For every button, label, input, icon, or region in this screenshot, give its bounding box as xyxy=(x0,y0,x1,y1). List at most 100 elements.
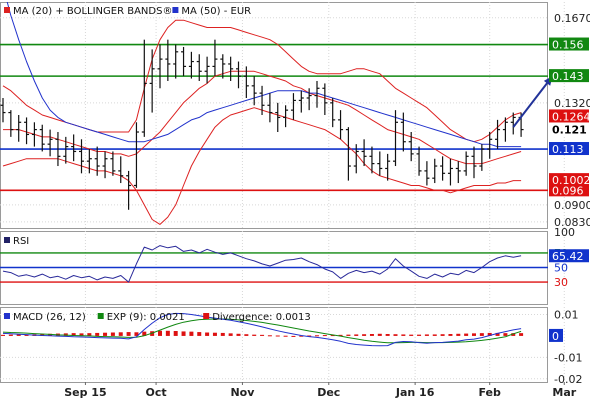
price-level-label: 0.096 xyxy=(552,184,584,197)
price-panel xyxy=(0,2,554,225)
macd-y-tick-label: -0.02 xyxy=(554,373,582,386)
rsi-panel xyxy=(0,245,548,283)
price-y-axis: 0.1670 0.1320 0.0900 0.0830 0.156 0.143 0.113 0… xyxy=(549,12,590,229)
divergence-bar xyxy=(424,334,429,336)
legend-marker-icon xyxy=(4,237,10,243)
ohlc-bar xyxy=(330,97,336,128)
ohlc-bar xyxy=(55,132,61,167)
price-y-tick-label: 0.0900 xyxy=(554,199,590,212)
price-value-flag-box xyxy=(549,173,589,187)
ohlc-bar xyxy=(63,136,69,164)
price-panel-frame xyxy=(0,2,548,229)
divergence-bar xyxy=(8,334,13,336)
macd-y-tick-label: -0.01 xyxy=(554,351,582,364)
legend-marker-icon xyxy=(172,7,179,13)
ohlc-bar xyxy=(345,127,351,181)
target-arrow-shaft xyxy=(512,75,554,128)
price-series-0 xyxy=(3,70,522,165)
ohlc-bar xyxy=(408,132,414,162)
vertical-gridlines xyxy=(84,2,565,382)
divergence-bar xyxy=(173,331,178,336)
ohlc-bar xyxy=(16,115,22,142)
divergence-bar xyxy=(440,334,445,336)
ohlc-bar xyxy=(39,124,45,152)
ohlc-bar xyxy=(259,85,265,115)
ohlc-bar xyxy=(141,39,147,137)
rsi-series-line xyxy=(2,245,522,283)
ohlc-bar xyxy=(220,54,226,79)
divergence-bar xyxy=(1,334,5,336)
price-flag-box xyxy=(549,122,589,136)
divergence-bar xyxy=(464,333,469,336)
legend-label: Divergence: 0.0013 xyxy=(212,312,311,323)
ohlc-bar xyxy=(322,83,328,115)
ohlc-bar xyxy=(471,146,477,179)
ohlc-bar xyxy=(377,151,383,176)
x-tick-label: Nov xyxy=(230,386,255,399)
ohlc-bar xyxy=(149,49,155,113)
divergence-bar xyxy=(244,334,249,336)
price-value-flag: 0.121 xyxy=(552,124,587,137)
divergence-bar xyxy=(134,332,139,336)
divergence-bar xyxy=(95,332,100,336)
macd-panel xyxy=(0,312,548,380)
ohlc-bar xyxy=(94,146,100,176)
divergence-bar xyxy=(338,334,343,336)
price-y-tick-label: 0.0830 xyxy=(554,216,590,229)
divergence-bar xyxy=(330,335,335,337)
divergence-bar xyxy=(362,334,367,336)
divergence-bar xyxy=(267,335,272,337)
rsi-level-label: 50 xyxy=(554,262,568,275)
ohlc-bar xyxy=(251,76,257,106)
divergence-bar xyxy=(79,333,84,336)
ohlc-bar xyxy=(447,158,453,186)
ohlc-bar xyxy=(424,161,430,186)
rsi-flag-box xyxy=(549,249,589,263)
ohlc-bars xyxy=(0,39,524,210)
macd-legend: MACD (26, 12) EXP (9): 0.0021 Divergence: … xyxy=(4,312,311,323)
divergence-bar xyxy=(369,334,374,336)
divergence-bar xyxy=(377,333,382,336)
ohlc-bar xyxy=(385,153,391,181)
divergence-bar xyxy=(393,334,398,336)
x-tick-label: Jan 16 xyxy=(395,386,435,399)
price-level-label: 0.156 xyxy=(552,39,584,52)
ohlc-bar xyxy=(306,88,312,111)
ohlc-bar xyxy=(298,90,304,113)
ohlc-bar xyxy=(110,151,116,176)
divergence-bar xyxy=(291,335,296,337)
divergence-bar xyxy=(432,334,437,336)
divergence-bar xyxy=(205,332,210,336)
divergence-bar xyxy=(346,334,351,336)
ohlc-bar xyxy=(416,146,422,176)
legend-marker-icon xyxy=(97,313,104,319)
ohlc-bar xyxy=(393,110,398,167)
ohlc-bar xyxy=(314,80,320,108)
ohlc-bar xyxy=(275,102,281,133)
divergence-bar xyxy=(40,334,45,336)
rsi-y-tick-label: 100 xyxy=(554,226,575,239)
divergence-bar xyxy=(16,334,21,336)
legend-label: MA (20) + BOLLINGER BANDS® xyxy=(13,6,172,17)
price-value-flag: 0.1264 xyxy=(552,110,590,123)
price-level-label: 0.113 xyxy=(552,143,584,156)
ohlc-bar xyxy=(133,122,139,188)
price-level-label: 0.143 xyxy=(552,70,584,83)
divergence-bar xyxy=(110,332,115,336)
ohlc-bar xyxy=(157,44,163,89)
divergence-bar xyxy=(181,331,186,336)
x-tick-label: Feb xyxy=(478,386,501,399)
ohlc-bar xyxy=(495,119,501,150)
legend-marker-icon xyxy=(4,313,10,319)
rsi-value-flag: 65.42 xyxy=(552,250,584,263)
divergence-bar xyxy=(24,334,29,336)
ohlc-bar xyxy=(290,93,296,120)
divergence-bar xyxy=(118,332,123,336)
price-level-label-box xyxy=(549,69,589,83)
legend-marker-icon xyxy=(4,7,10,13)
divergence-bar xyxy=(283,335,288,337)
macd-panel-frame xyxy=(0,307,548,383)
x-tick-label: Oct xyxy=(146,386,167,399)
ohlc-bar xyxy=(212,39,218,77)
